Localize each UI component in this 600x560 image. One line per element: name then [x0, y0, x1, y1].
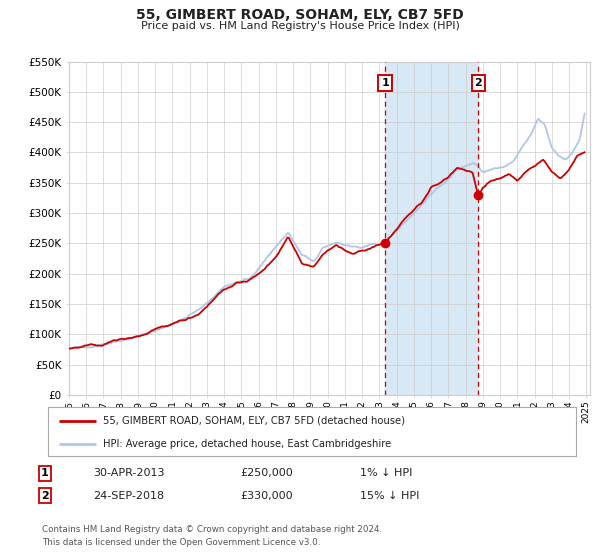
Text: Contains HM Land Registry data © Crown copyright and database right 2024.: Contains HM Land Registry data © Crown c…: [42, 525, 382, 534]
Text: 1: 1: [381, 78, 389, 88]
Text: Price paid vs. HM Land Registry's House Price Index (HPI): Price paid vs. HM Land Registry's House …: [140, 21, 460, 31]
Text: 15% ↓ HPI: 15% ↓ HPI: [360, 491, 419, 501]
Text: 30-APR-2013: 30-APR-2013: [93, 468, 164, 478]
Text: 24-SEP-2018: 24-SEP-2018: [93, 491, 164, 501]
Text: 2: 2: [41, 491, 49, 501]
Text: HPI: Average price, detached house, East Cambridgeshire: HPI: Average price, detached house, East…: [103, 438, 392, 449]
Text: 55, GIMBERT ROAD, SOHAM, ELY, CB7 5FD: 55, GIMBERT ROAD, SOHAM, ELY, CB7 5FD: [136, 8, 464, 22]
Text: 55, GIMBERT ROAD, SOHAM, ELY, CB7 5FD (detached house): 55, GIMBERT ROAD, SOHAM, ELY, CB7 5FD (d…: [103, 416, 406, 426]
Text: This data is licensed under the Open Government Licence v3.0.: This data is licensed under the Open Gov…: [42, 538, 320, 547]
Text: £330,000: £330,000: [240, 491, 293, 501]
Text: 1% ↓ HPI: 1% ↓ HPI: [360, 468, 412, 478]
Text: £250,000: £250,000: [240, 468, 293, 478]
Text: 1: 1: [41, 468, 49, 478]
Text: 2: 2: [475, 78, 482, 88]
Bar: [385, 62, 478, 395]
